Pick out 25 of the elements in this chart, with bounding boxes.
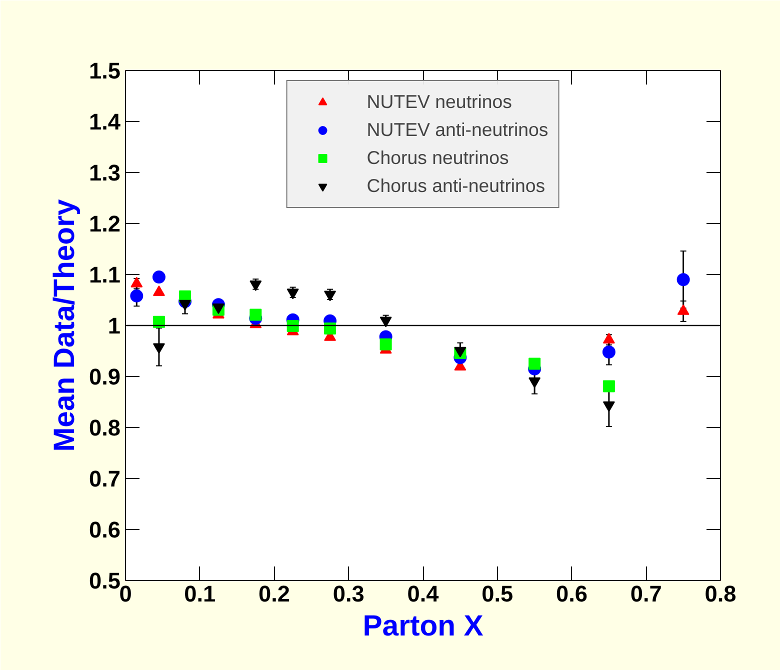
x-tick-label: 0.6 (556, 580, 588, 606)
x-tick-label: 0.5 (482, 580, 514, 606)
y-tick-label: 0.7 (89, 466, 121, 492)
y-tick-label: 1 (108, 312, 121, 338)
x-tick-label: 0 (119, 580, 132, 606)
y-tick-label: 1.1 (89, 262, 121, 288)
x-tick-label: 0.1 (184, 580, 216, 606)
y-tick-label: 0.9 (89, 364, 121, 390)
y-tick-label: 1.4 (89, 108, 121, 134)
legend-label: NUTEV neutrinos (366, 91, 512, 113)
y-axis-title: Mean Data/Theory (48, 198, 82, 452)
legend-label: NUTEV anti-neutrinos (366, 119, 548, 141)
x-tick-label: 0.2 (258, 580, 290, 606)
y-tick-label: 1.3 (89, 160, 121, 186)
y-tick-label: 0.8 (89, 414, 121, 440)
x-tick-label: 0.3 (332, 580, 364, 606)
x-tick-label: 0.4 (407, 580, 440, 606)
legend-label: Chorus anti-neutrinos (366, 175, 546, 197)
y-tick-label: 1.2 (89, 210, 121, 236)
y-tick-label: 0.6 (89, 516, 121, 542)
y-tick-label: 1.5 (89, 58, 121, 84)
x-axis-title: Parton X (362, 610, 484, 642)
x-tick-label: 0.7 (630, 580, 662, 606)
x-tick-label: 0.8 (704, 580, 736, 606)
legend-label: Chorus neutrinos (366, 147, 509, 169)
